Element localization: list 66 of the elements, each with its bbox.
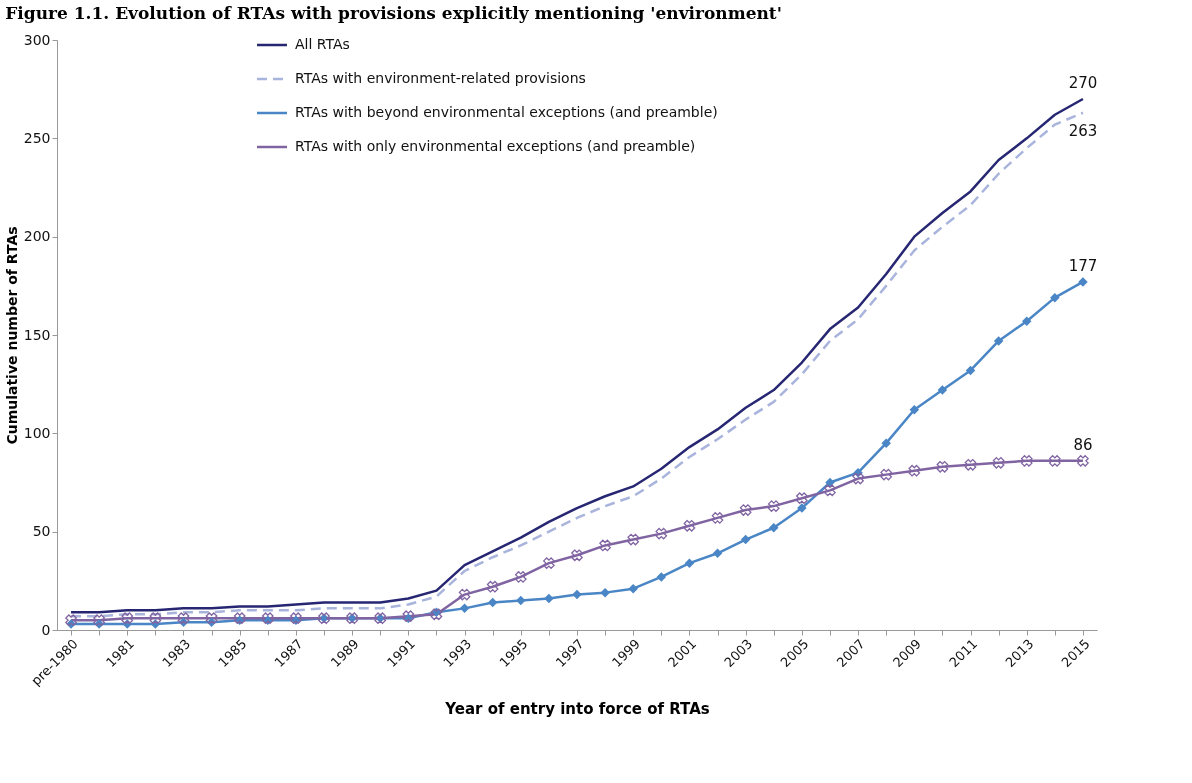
point <box>65 614 77 627</box>
point <box>458 588 471 601</box>
point <box>908 464 921 477</box>
legend-label: RTAs with only environmental exceptions (and preamble) <box>295 138 696 154</box>
legend-label: RTAs with environment-related provisions <box>295 70 586 86</box>
y-tick-label: 100 <box>23 424 51 441</box>
point <box>487 597 498 608</box>
point <box>655 527 668 540</box>
point <box>964 458 977 471</box>
point <box>852 472 864 485</box>
point <box>514 571 527 583</box>
point <box>712 548 723 559</box>
point <box>599 539 611 552</box>
point <box>993 336 1004 346</box>
y-axis-title: Cumulative number of RTAs <box>3 226 20 445</box>
point <box>459 603 470 614</box>
point <box>627 533 640 546</box>
point <box>683 519 696 532</box>
point <box>1020 455 1033 467</box>
y-tick-label: 150 <box>23 326 51 343</box>
point <box>543 557 555 569</box>
point <box>880 468 893 481</box>
point <box>1050 292 1060 303</box>
point <box>149 612 162 625</box>
point <box>93 614 105 627</box>
legend-label: All RTAs <box>295 36 350 52</box>
point <box>684 558 695 568</box>
y-tick-label: 0 <box>41 621 51 638</box>
point <box>1021 316 1032 326</box>
x-axis-title: Year of entry into force of RTAs <box>444 700 710 719</box>
point <box>909 404 920 415</box>
y-tick-label: 200 <box>23 228 51 245</box>
point <box>572 589 582 600</box>
legend-label: RTAs with beyond environmental exceptions (and preamble) <box>295 104 718 120</box>
point <box>656 572 667 582</box>
y-tick-label: 250 <box>23 129 51 146</box>
point <box>740 534 751 545</box>
data-label: 86 <box>1073 435 1093 454</box>
point <box>1049 455 1061 467</box>
chart-title: Figure 1.1. Evolution of RTAs with provisions explicitly mentioning 'environment' <box>5 3 782 23</box>
point <box>739 504 752 516</box>
data-label: 263 <box>1068 121 1098 140</box>
point <box>769 522 779 533</box>
y-tick-label: 50 <box>32 523 51 540</box>
point <box>711 512 724 524</box>
point <box>600 587 610 598</box>
point <box>177 612 190 625</box>
point <box>796 492 808 505</box>
point <box>881 438 891 448</box>
point <box>992 456 1005 469</box>
data-label: 177 <box>1068 256 1098 275</box>
data-label: 270 <box>1068 74 1098 92</box>
point <box>121 612 134 625</box>
point <box>937 385 948 395</box>
point <box>628 583 638 594</box>
y-tick-label: 300 <box>23 31 51 48</box>
point <box>544 593 554 604</box>
point <box>965 365 976 376</box>
point <box>824 484 836 497</box>
point <box>936 460 949 473</box>
point <box>767 500 780 512</box>
point <box>1077 455 1089 467</box>
point <box>516 595 526 606</box>
point <box>205 612 218 625</box>
point <box>486 580 499 593</box>
point <box>571 549 583 562</box>
